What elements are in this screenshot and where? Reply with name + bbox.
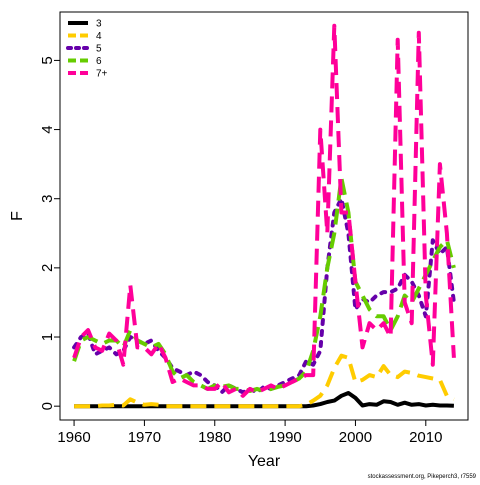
x-axis-label: Year bbox=[248, 453, 281, 470]
legend: 34 56 7+ bbox=[66, 19, 108, 80]
y-tick-label: 2 bbox=[39, 264, 56, 272]
x-tick-label: 1970 bbox=[128, 429, 161, 446]
x-axis: 1960 1970 1980 1990 2000 2010 bbox=[57, 419, 442, 446]
x-tick-label: 1990 bbox=[268, 429, 301, 446]
series-line-4 bbox=[72, 23, 456, 398]
y-tick-label: 4 bbox=[39, 125, 56, 133]
series-line-3 bbox=[72, 176, 456, 393]
x-tick-label: 2010 bbox=[409, 429, 442, 446]
footer-source: stockassessment.org, Pikeperch3, r7559 bbox=[368, 474, 477, 480]
legend-label-1: 4 bbox=[96, 31, 102, 42]
x-tick-label: 1980 bbox=[198, 429, 231, 446]
legend-label-0: 3 bbox=[96, 19, 102, 30]
y-tick-label: 3 bbox=[39, 195, 56, 203]
y-tick-label: 5 bbox=[39, 56, 56, 64]
legend-label-4: 7+ bbox=[96, 69, 108, 80]
y-tick-label: 1 bbox=[39, 333, 56, 341]
legend-label-3: 6 bbox=[96, 56, 102, 67]
series-line-1 bbox=[74, 353, 455, 409]
y-tick-label: 0 bbox=[39, 402, 56, 410]
y-axis-label: F bbox=[9, 211, 26, 221]
x-tick-label: 1960 bbox=[57, 429, 90, 446]
x-tick-label: 2000 bbox=[339, 429, 372, 446]
legend-label-2: 5 bbox=[96, 44, 102, 55]
series-layer bbox=[72, 23, 456, 409]
y-axis: 0 1 2 3 4 5 bbox=[39, 56, 61, 410]
